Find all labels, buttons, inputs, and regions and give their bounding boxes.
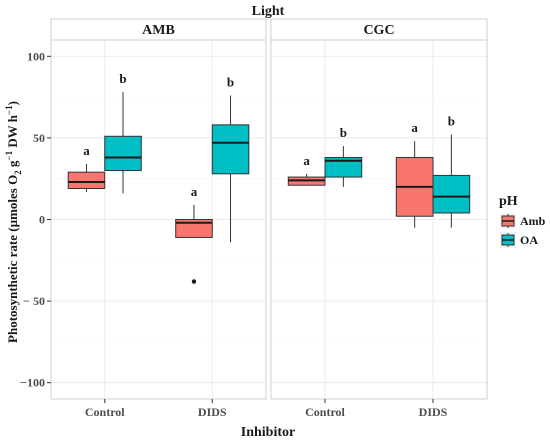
facet-title: Light [252, 4, 285, 19]
significance-letter: b [448, 114, 455, 129]
box [67, 171, 106, 189]
box [432, 174, 471, 214]
significance-letter: b [119, 71, 126, 86]
significance-letter: a [303, 153, 310, 168]
facet-strip-label: AMB [142, 23, 175, 38]
significance-letter: a [83, 143, 90, 158]
y-tick-label: 0 [39, 213, 45, 227]
significance-letter: b [227, 74, 234, 89]
boxplot-box-group: b [324, 125, 363, 187]
y-axis-title-part: DW h [5, 114, 20, 151]
boxplot-box-group: a [175, 184, 213, 284]
x-axis-title: Inhibitor [241, 425, 295, 440]
facet-strip-label: CGC [363, 23, 394, 38]
boxplot-box-group: b [432, 114, 471, 228]
y-tick-label: 100 [27, 49, 45, 63]
legend-entry-label: Amb [520, 214, 546, 228]
box [104, 135, 142, 172]
significance-letter: a [411, 120, 418, 135]
x-tick-label: DIDS [419, 405, 448, 419]
outlier-point [191, 279, 197, 284]
legend-title: pH [499, 194, 518, 209]
boxplot-box-group: b [104, 71, 142, 194]
y-axis-title-superscript: −1 [4, 105, 14, 115]
panel-border [270, 39, 488, 400]
y-tick-label: − 50 [23, 294, 45, 308]
box [175, 219, 213, 238]
y-tick-label: 50 [33, 131, 45, 145]
box [211, 124, 250, 175]
boxplot-box-group: a [287, 153, 326, 186]
y-axis-title-part: g [5, 160, 20, 170]
y-axis-title: Photosynthetic rate (µmoles O2 g−1 DW h−… [4, 101, 23, 343]
boxplot-box-group: a [67, 143, 106, 192]
x-tick-label: Control [305, 405, 345, 419]
x-tick-label: DIDS [198, 405, 227, 419]
box [324, 156, 363, 178]
y-axis-title-subscript: 2 [13, 170, 23, 175]
x-tick-label: Control [85, 405, 125, 419]
y-axis-title-superscript: −1 [4, 150, 14, 160]
legend-entry-label: OA [520, 233, 538, 247]
y-axis-title-part: Photosynthetic rate (µmoles O [5, 175, 20, 343]
significance-letter: b [340, 125, 347, 140]
legend: pH Amb OA [499, 194, 546, 248]
boxplot-box-group: b [211, 74, 250, 243]
y-tick-label: −100 [20, 376, 45, 390]
boxplot-box-group: a [395, 120, 434, 228]
significance-letter: a [191, 184, 198, 199]
y-axis-title-part: ) [5, 101, 20, 105]
